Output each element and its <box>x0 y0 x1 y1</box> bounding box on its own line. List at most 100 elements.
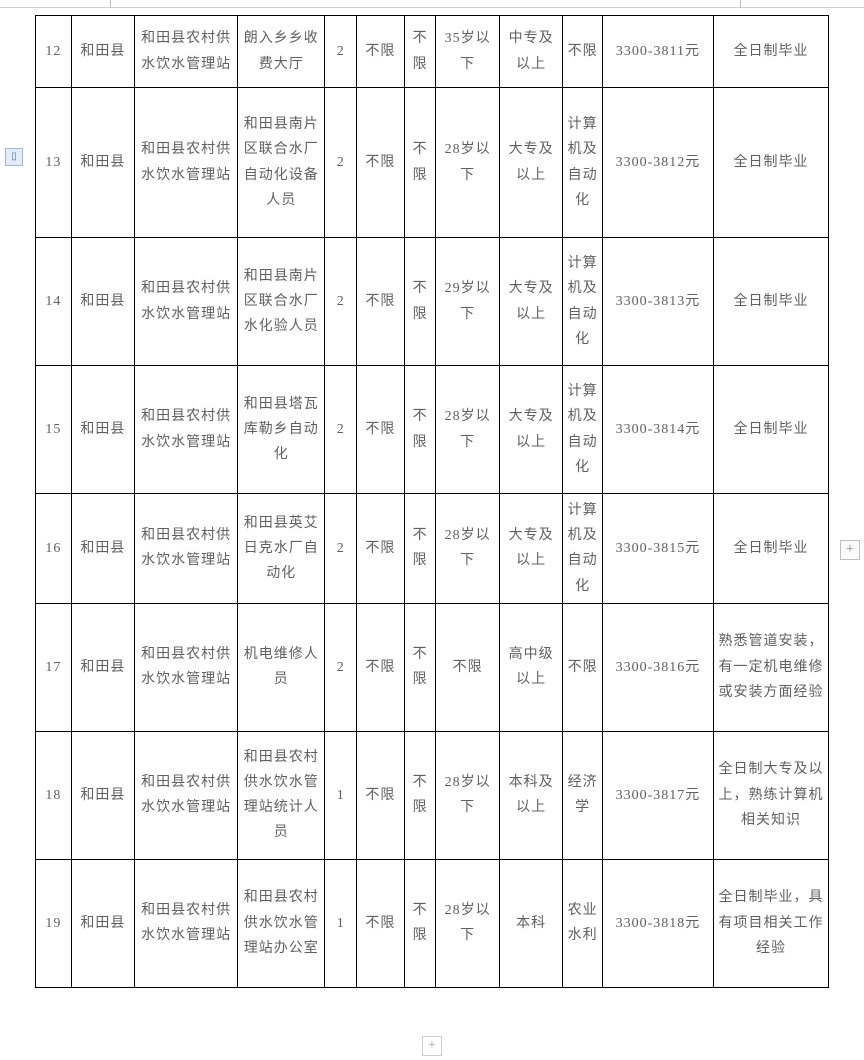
cell-count: 1 <box>325 859 357 987</box>
cell-edu: 大专及以上 <box>499 366 562 494</box>
cell-nat: 不限 <box>404 603 436 731</box>
ruler-tick <box>110 0 111 8</box>
cell-salary: 3300-3814元 <box>602 366 713 494</box>
cell-num: 15 <box>36 366 72 494</box>
cell-salary: 3300-3811元 <box>602 16 713 88</box>
cell-age: 35岁以下 <box>436 16 499 88</box>
cell-remark: 全日制毕业 <box>713 16 828 88</box>
table-row: 18 和田县 和田县农村供水饮水管理站 和田县农村供水饮水管理站统计人员 1 不… <box>36 731 829 859</box>
cell-unit: 和田县农村供水饮水管理站 <box>135 731 238 859</box>
cell-area: 和田县 <box>71 366 134 494</box>
cell-count: 2 <box>325 366 357 494</box>
cell-position: 和田县塔瓦库勒乡自动化 <box>238 366 325 494</box>
cell-sex: 不限 <box>357 859 405 987</box>
cell-sex: 不限 <box>357 731 405 859</box>
cell-salary: 3300-3813元 <box>602 238 713 366</box>
cell-edu: 大专及以上 <box>499 494 562 604</box>
cell-num: 18 <box>36 731 72 859</box>
cell-major: 计算机及自动化 <box>563 88 603 238</box>
cell-position: 和田县农村供水饮水管理站办公室 <box>238 859 325 987</box>
cell-age: 28岁以下 <box>436 731 499 859</box>
recruitment-table: 12 和田县 和田县农村供水饮水管理站 朗入乡乡收费大厅 2 不限 不限 35岁… <box>35 15 829 988</box>
cell-age: 28岁以下 <box>436 494 499 604</box>
cell-position: 机电维修人员 <box>238 603 325 731</box>
cell-edu: 大专及以上 <box>499 238 562 366</box>
cell-sex: 不限 <box>357 366 405 494</box>
cell-edu: 本科及以上 <box>499 731 562 859</box>
cell-age: 28岁以下 <box>436 859 499 987</box>
cell-position: 和田县南片区联合水厂水化验人员 <box>238 238 325 366</box>
cell-edu: 中专及以上 <box>499 16 562 88</box>
table-row: 13 和田县 和田县农村供水饮水管理站 和田县南片区联合水厂自动化设备人员 2 … <box>36 88 829 238</box>
cell-major: 计算机及自动化 <box>563 366 603 494</box>
cell-num: 12 <box>36 16 72 88</box>
ruler-tick <box>740 0 741 8</box>
table-row: 17 和田县 和田县农村供水饮水管理站 机电维修人员 2 不限 不限 不限 高中… <box>36 603 829 731</box>
table-row: 15 和田县 和田县农村供水饮水管理站 和田县塔瓦库勒乡自动化 2 不限 不限 … <box>36 366 829 494</box>
cell-sex: 不限 <box>357 88 405 238</box>
cell-unit: 和田县农村供水饮水管理站 <box>135 238 238 366</box>
cell-major: 经济学 <box>563 731 603 859</box>
document-page: ▯ + 12 和田县 和田县农村供水饮水管理站 朗入乡乡收费大厅 2 不限 不限… <box>0 0 864 1060</box>
cell-remark: 全日制毕业 <box>713 366 828 494</box>
cell-sex: 不限 <box>357 16 405 88</box>
ruler-top <box>0 0 864 8</box>
add-row-icon[interactable]: + <box>422 1036 442 1056</box>
add-column-icon[interactable]: + <box>840 540 860 560</box>
cell-unit: 和田县农村供水饮水管理站 <box>135 16 238 88</box>
cell-count: 2 <box>325 16 357 88</box>
cell-major: 不限 <box>563 16 603 88</box>
cell-position: 和田县南片区联合水厂自动化设备人员 <box>238 88 325 238</box>
cell-nat: 不限 <box>404 366 436 494</box>
cell-salary: 3300-3815元 <box>602 494 713 604</box>
cell-major: 不限 <box>563 603 603 731</box>
cell-salary: 3300-3812元 <box>602 88 713 238</box>
cell-edu: 高中级以上 <box>499 603 562 731</box>
cell-sex: 不限 <box>357 494 405 604</box>
cell-unit: 和田县农村供水饮水管理站 <box>135 366 238 494</box>
cell-area: 和田县 <box>71 603 134 731</box>
cell-major: 农业水利 <box>563 859 603 987</box>
cell-major: 计算机及自动化 <box>563 238 603 366</box>
cell-sex: 不限 <box>357 603 405 731</box>
cell-unit: 和田县农村供水饮水管理站 <box>135 494 238 604</box>
cell-num: 19 <box>36 859 72 987</box>
cell-age: 28岁以下 <box>436 88 499 238</box>
cell-remark: 全日制毕业 <box>713 494 828 604</box>
cell-edu: 大专及以上 <box>499 88 562 238</box>
cell-count: 2 <box>325 494 357 604</box>
cell-remark: 全日制毕业 <box>713 238 828 366</box>
cell-count: 2 <box>325 603 357 731</box>
cell-salary: 3300-3816元 <box>602 603 713 731</box>
cell-unit: 和田县农村供水饮水管理站 <box>135 603 238 731</box>
cell-remark: 全日制大专及以上，熟练计算机相关知识 <box>713 731 828 859</box>
cell-count: 2 <box>325 238 357 366</box>
cell-num: 17 <box>36 603 72 731</box>
cell-salary: 3300-3818元 <box>602 859 713 987</box>
cell-unit: 和田县农村供水饮水管理站 <box>135 859 238 987</box>
table-row: 16 和田县 和田县农村供水饮水管理站 和田县英艾日克水厂自动化 2 不限 不限… <box>36 494 829 604</box>
cell-position: 和田县农村供水饮水管理站统计人员 <box>238 731 325 859</box>
cell-remark: 全日制毕业 <box>713 88 828 238</box>
cell-position: 朗入乡乡收费大厅 <box>238 16 325 88</box>
cell-count: 1 <box>325 731 357 859</box>
cell-area: 和田县 <box>71 859 134 987</box>
cell-remark: 全日制毕业，具有项目相关工作经验 <box>713 859 828 987</box>
cell-salary: 3300-3817元 <box>602 731 713 859</box>
cell-nat: 不限 <box>404 88 436 238</box>
cell-position: 和田县英艾日克水厂自动化 <box>238 494 325 604</box>
cell-age: 29岁以下 <box>436 238 499 366</box>
cell-nat: 不限 <box>404 494 436 604</box>
cell-num: 14 <box>36 238 72 366</box>
cell-nat: 不限 <box>404 731 436 859</box>
table-row: 14 和田县 和田县农村供水饮水管理站 和田县南片区联合水厂水化验人员 2 不限… <box>36 238 829 366</box>
cell-area: 和田县 <box>71 88 134 238</box>
cell-area: 和田县 <box>71 494 134 604</box>
cell-nat: 不限 <box>404 859 436 987</box>
cell-area: 和田县 <box>71 16 134 88</box>
cell-nat: 不限 <box>404 238 436 366</box>
cell-major: 计算机及自动化 <box>563 494 603 604</box>
cell-age: 28岁以下 <box>436 366 499 494</box>
cell-remark: 熟悉管道安装，有一定机电维修或安装方面经验 <box>713 603 828 731</box>
cell-unit: 和田县农村供水饮水管理站 <box>135 88 238 238</box>
